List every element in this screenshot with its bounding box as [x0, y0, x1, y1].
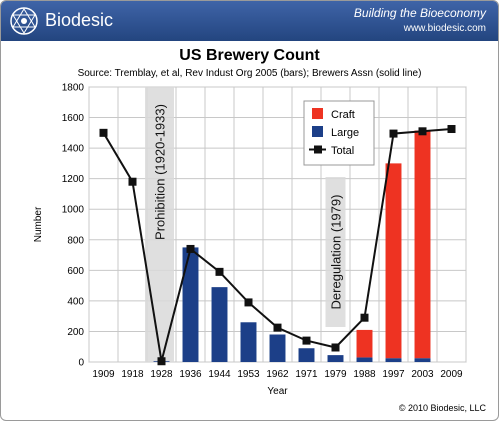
x-tick-label: 2009 — [440, 369, 463, 380]
bar-large — [240, 322, 257, 362]
x-axis-label: Year — [267, 386, 288, 397]
y-axis-label: Number — [33, 206, 44, 242]
y-tick-label: 800 — [67, 235, 84, 246]
x-tick-label: 1971 — [295, 369, 318, 380]
bar-craft — [414, 130, 431, 359]
y-tick-label: 1800 — [62, 83, 85, 94]
legend-label-large: Large — [331, 127, 359, 139]
brand-url[interactable]: www.biodesic.com — [403, 23, 486, 34]
point-total — [157, 357, 166, 366]
point-total — [389, 129, 398, 138]
y-tick-label: 1000 — [62, 205, 85, 216]
point-total — [186, 244, 195, 253]
point-total — [447, 125, 456, 134]
x-tick-label: 2003 — [411, 369, 434, 380]
deregulation-label: Deregulation (1979) — [329, 195, 344, 310]
point-total — [273, 323, 282, 332]
x-tick-label: 1909 — [92, 369, 115, 380]
bar-large — [269, 334, 286, 362]
y-tick-label: 1600 — [62, 113, 85, 124]
brand-banner: Biodesic Building the Bioeconomy www.bio… — [1, 1, 498, 41]
x-tick-label: 1962 — [266, 369, 289, 380]
bar-large — [298, 348, 315, 362]
x-tick-label: 1918 — [121, 369, 144, 380]
legend-label-craft: Craft — [331, 109, 355, 121]
point-total — [128, 177, 137, 186]
bar-large — [356, 357, 373, 362]
brand-tagline: Building the Bioeconomy — [353, 6, 486, 20]
prohibition-label: Prohibition (1920-1933) — [153, 104, 168, 240]
y-tick-label: 400 — [67, 296, 84, 307]
x-tick-label: 1997 — [382, 369, 405, 380]
point-total — [99, 128, 108, 137]
copyright-notice: © 2010 Biodesic, LLC — [398, 403, 486, 413]
bar-craft — [385, 163, 402, 359]
x-tick-label: 1979 — [324, 369, 347, 380]
legend-swatch-large — [312, 126, 323, 137]
x-tick-label: 1944 — [208, 369, 231, 380]
chart-title: US Brewery Count — [179, 47, 320, 64]
brand-name: Biodesic — [45, 10, 114, 30]
point-total — [331, 343, 340, 352]
y-tick-label: 1200 — [62, 174, 85, 185]
bar-large — [327, 355, 344, 362]
x-tick-label: 1953 — [237, 369, 260, 380]
y-tick-label: 0 — [78, 358, 84, 369]
x-tick-label: 1988 — [353, 369, 376, 380]
legend-label-total: Total — [331, 145, 354, 157]
x-tick-label: 1928 — [150, 369, 173, 380]
chart-subtitle: Source: Tremblay, et al, Rev Indust Org … — [77, 68, 422, 79]
legend-swatch-total-marker — [314, 145, 322, 154]
bar-large — [385, 358, 402, 362]
y-tick-label: 1400 — [62, 144, 85, 155]
prohibition-band — [145, 87, 174, 362]
point-total — [215, 267, 224, 276]
bar-craft — [356, 329, 373, 358]
bar-large — [211, 287, 228, 362]
point-total — [360, 313, 369, 322]
point-total — [418, 127, 427, 136]
legend-swatch-craft — [312, 108, 323, 119]
point-total — [302, 336, 311, 345]
y-tick-label: 200 — [67, 327, 84, 338]
point-total — [244, 298, 253, 307]
x-tick-label: 1936 — [179, 369, 202, 380]
biodesic-logo-icon — [10, 7, 38, 35]
bar-large — [414, 358, 431, 362]
bar-large — [182, 247, 199, 362]
y-tick-label: 600 — [67, 266, 84, 277]
deregulation-band — [325, 177, 346, 327]
